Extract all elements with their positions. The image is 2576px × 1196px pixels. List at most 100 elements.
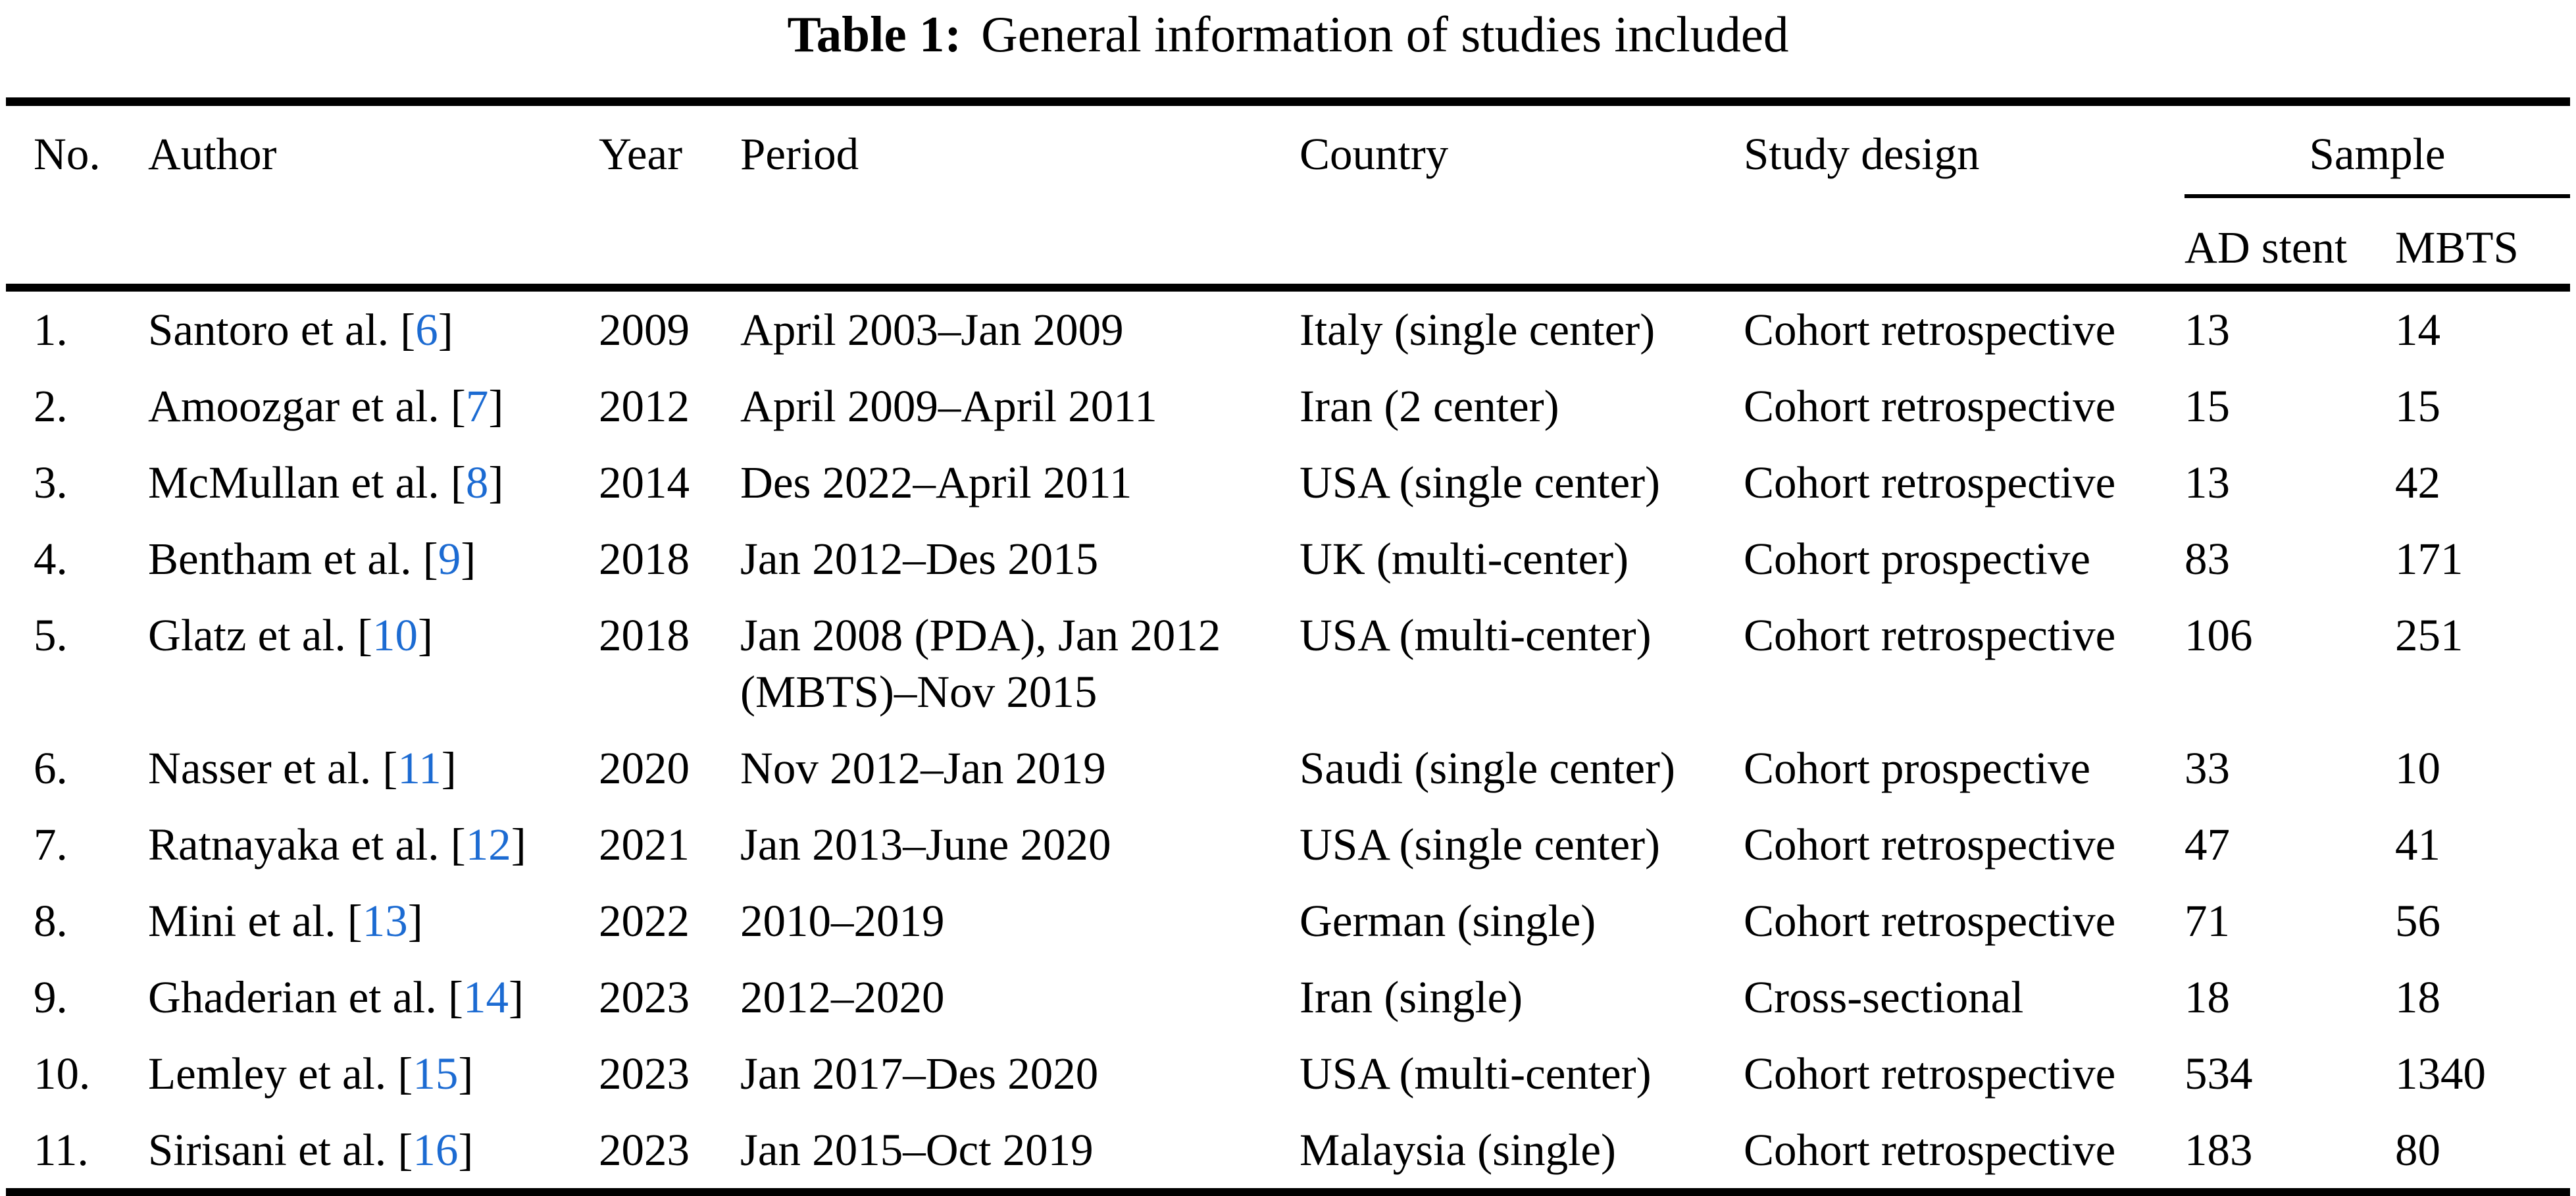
citation-bracket-close: ] xyxy=(488,457,504,507)
citation-bracket-open: [ xyxy=(357,610,372,660)
cell-mbts: 10 xyxy=(2395,743,2440,793)
cell-country: Iran (2 center) xyxy=(1300,381,1559,431)
col-header-ad-stent: AD stent xyxy=(2185,196,2395,292)
cell-country: Iran (single) xyxy=(1300,972,1523,1022)
citation-bracket-open: [ xyxy=(422,534,438,584)
cell-no: 3. xyxy=(34,457,68,507)
cell-author: Amoozgar et al. [7] xyxy=(148,368,599,444)
cell-ad-stent: 71 xyxy=(2185,896,2230,946)
cell-period: Jan 2017–Des 2020 xyxy=(740,1049,1099,1099)
citation-link[interactable]: 10 xyxy=(372,610,418,660)
table-row: 2. Amoozgar et al. [7] 2012 April 2009–Apri… xyxy=(6,368,2570,444)
cell-design: Cohort retrospective xyxy=(1744,896,2116,946)
cell-year: 2009 xyxy=(599,305,690,355)
cell-no: 2. xyxy=(34,381,68,431)
cell-design: Cohort retrospective xyxy=(1744,1049,2116,1099)
cell-country: USA (single center) xyxy=(1300,819,1661,870)
cell-year: 2018 xyxy=(599,534,690,584)
cell-ad-stent: 47 xyxy=(2185,819,2230,870)
cell-design: Cohort prospective xyxy=(1744,743,2090,793)
table-caption: Table 1: General information of studies i… xyxy=(0,3,2576,66)
cell-mbts: 251 xyxy=(2395,610,2463,660)
author-name: Glatz et al. xyxy=(148,610,358,660)
cell-country: USA (multi-center) xyxy=(1300,1049,1652,1099)
cell-design: Cohort prospective xyxy=(1744,534,2090,584)
citation-link[interactable]: 12 xyxy=(465,819,511,870)
citation-link[interactable]: 9 xyxy=(438,534,461,584)
cell-year: 2012 xyxy=(599,381,690,431)
author-name: Lemley et al. xyxy=(148,1049,398,1099)
cell-no: 1. xyxy=(34,305,68,355)
table-caption-text: General information of studies included xyxy=(981,6,1789,63)
cell-author: Mini et al. [13] xyxy=(148,883,599,959)
author-name: Mini et al. xyxy=(148,896,347,946)
cell-author: Ghaderian et al. [14] xyxy=(148,959,599,1035)
col-header-period: Period xyxy=(740,101,1300,292)
citation-link[interactable]: 6 xyxy=(415,305,438,355)
citation-bracket-close: ] xyxy=(407,896,423,946)
citation-link[interactable]: 15 xyxy=(413,1049,459,1099)
table-row: 5. Glatz et al. [10] 2018 Jan 2008 (PDA), J… xyxy=(6,597,2570,730)
citation-bracket-close: ] xyxy=(441,743,457,793)
header-row-main: No. Author Year Period Country Study des… xyxy=(6,101,2570,292)
cell-no: 9. xyxy=(34,972,68,1022)
citation-bracket-close: ] xyxy=(458,1049,474,1099)
cell-country: USA (multi-center) xyxy=(1300,610,1652,660)
cell-country: UK (multi-center) xyxy=(1300,534,1629,584)
cell-ad-stent: 83 xyxy=(2185,534,2230,584)
cell-author: McMullan et al. [8] xyxy=(148,444,599,521)
author-name: Amoozgar et al. xyxy=(148,381,451,431)
cell-period: Jan 2015–Oct 2019 xyxy=(740,1125,1094,1175)
table-caption-label: Table 1: xyxy=(787,6,962,63)
cell-design: Cohort retrospective xyxy=(1744,819,2116,870)
cell-mbts: 18 xyxy=(2395,972,2440,1022)
table-row: 10. Lemley et al. [15] 2023 Jan 2017–Des 20… xyxy=(6,1035,2570,1112)
citation-bracket-open: [ xyxy=(397,1125,413,1175)
citation-bracket-open: [ xyxy=(400,305,416,355)
citation-link[interactable]: 11 xyxy=(397,743,442,793)
cell-period: 2012–2020 xyxy=(740,972,945,1022)
cell-year: 2014 xyxy=(599,457,690,507)
cell-design: Cohort retrospective xyxy=(1744,305,2116,355)
cell-mbts: 41 xyxy=(2395,819,2440,870)
cell-no: 11. xyxy=(34,1125,89,1175)
table-body: 1. Santoro et al. [6] 2009 April 2003–Jan 2… xyxy=(6,288,2570,1192)
cell-period: Jan 2008 (PDA), Jan 2012 (MBTS)–Nov 2015 xyxy=(740,610,1221,717)
cell-period: Jan 2013–June 2020 xyxy=(740,819,1111,870)
cell-no: 10. xyxy=(34,1049,91,1099)
cell-period: 2010–2019 xyxy=(740,896,945,946)
col-header-mbts: MBTS xyxy=(2395,196,2570,292)
col-header-sample-group: Sample xyxy=(2185,101,2570,198)
cell-country: Malaysia (single) xyxy=(1300,1125,1616,1175)
table-row: 3. McMullan et al. [8] 2014 Des 2022–April … xyxy=(6,444,2570,521)
col-header-author: Author xyxy=(148,101,599,292)
col-header-no: No. xyxy=(6,101,148,292)
cell-author: Ratnayaka et al. [12] xyxy=(148,806,599,883)
author-name: Ratnayaka et al. xyxy=(148,819,451,870)
cell-ad-stent: 106 xyxy=(2185,610,2253,660)
citation-link[interactable]: 16 xyxy=(413,1125,459,1175)
cell-no: 4. xyxy=(34,534,68,584)
cell-period: Nov 2012–Jan 2019 xyxy=(740,743,1106,793)
author-name: Sirisani et al. xyxy=(148,1125,398,1175)
cell-ad-stent: 183 xyxy=(2185,1125,2253,1175)
author-name: Nasser et al. xyxy=(148,743,383,793)
table-row: 8. Mini et al. [13] 2022 2010–2019 German (s… xyxy=(6,883,2570,959)
citation-link[interactable]: 14 xyxy=(463,972,509,1022)
cell-mbts: 1340 xyxy=(2395,1049,2486,1099)
cell-no: 6. xyxy=(34,743,68,793)
citation-link[interactable]: 13 xyxy=(362,896,408,946)
studies-table: No. Author Year Period Country Study des… xyxy=(6,97,2570,1196)
cell-ad-stent: 13 xyxy=(2185,457,2230,507)
cell-author: Nasser et al. [11] xyxy=(148,730,599,806)
cell-country: Saudi (single center) xyxy=(1300,743,1675,793)
cell-mbts: 15 xyxy=(2395,381,2440,431)
cell-ad-stent: 13 xyxy=(2185,305,2230,355)
cell-year: 2018 xyxy=(599,610,690,660)
citation-link[interactable]: 7 xyxy=(465,381,489,431)
cell-mbts: 56 xyxy=(2395,896,2440,946)
citation-bracket-open: [ xyxy=(382,743,398,793)
cell-year: 2023 xyxy=(599,1049,690,1099)
table-header: No. Author Year Period Country Study des… xyxy=(6,101,2570,292)
citation-link[interactable]: 8 xyxy=(465,457,489,507)
